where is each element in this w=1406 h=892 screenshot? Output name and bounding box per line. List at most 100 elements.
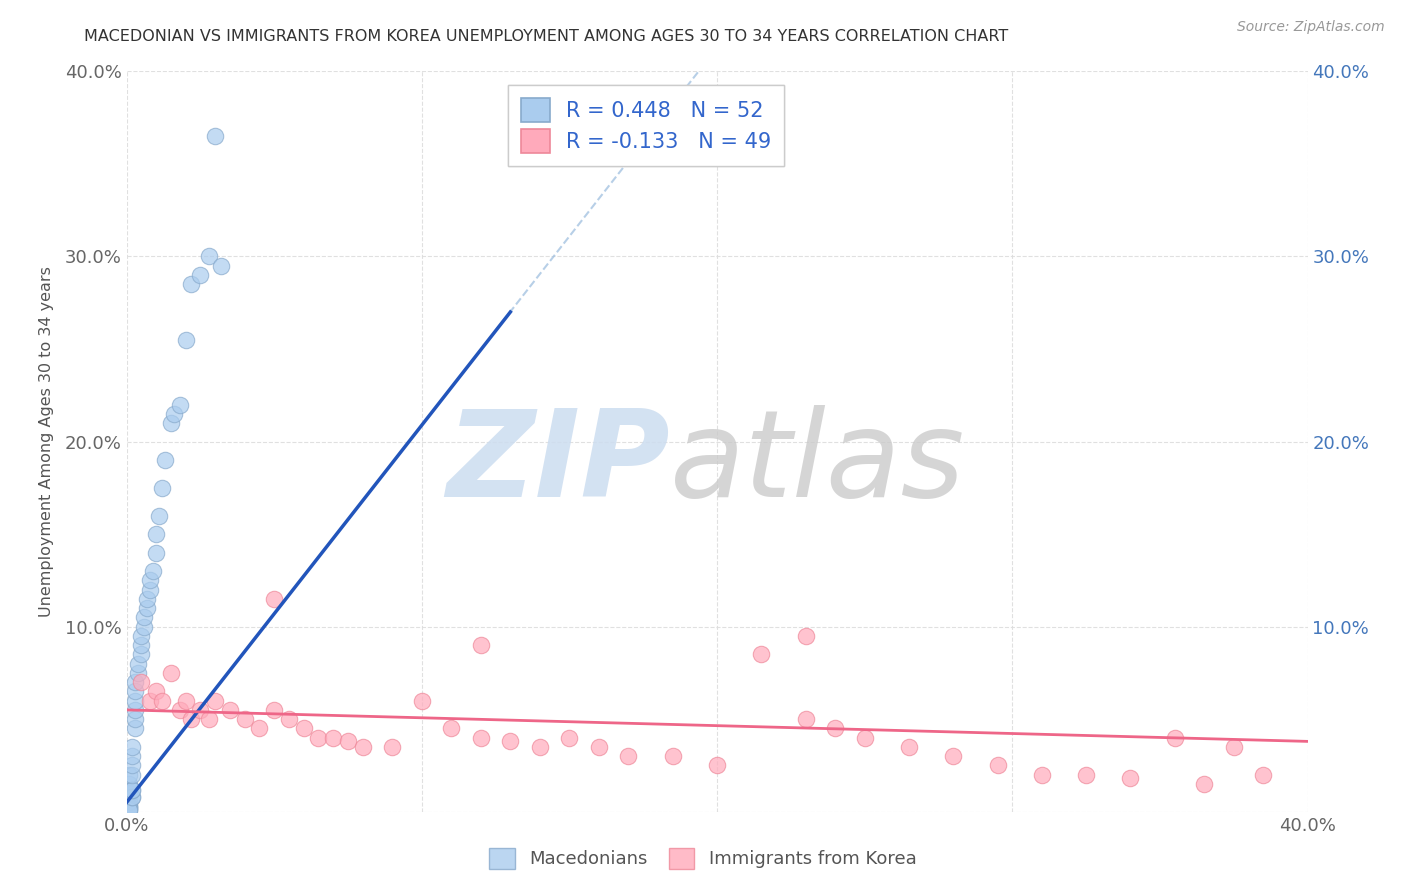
Text: MACEDONIAN VS IMMIGRANTS FROM KOREA UNEMPLOYMENT AMONG AGES 30 TO 34 YEARS CORRE: MACEDONIAN VS IMMIGRANTS FROM KOREA UNEM… — [84, 29, 1008, 44]
Point — [127, 665, 149, 680]
Point — [124, 703, 146, 717]
Point — [124, 712, 146, 726]
Point — [118, 803, 141, 817]
Point — [898, 739, 921, 754]
Y-axis label: Unemployment Among Ages 30 to 34 years: Unemployment Among Ages 30 to 34 years — [39, 266, 53, 617]
Point — [617, 749, 640, 764]
Point — [249, 722, 271, 736]
Point — [470, 731, 492, 745]
Point — [1076, 767, 1098, 781]
Point — [188, 268, 212, 282]
Point — [662, 749, 685, 764]
Point — [987, 758, 1010, 772]
Point — [124, 675, 146, 690]
Point — [942, 749, 965, 764]
Point — [233, 712, 256, 726]
Point — [145, 545, 167, 560]
Point — [308, 731, 330, 745]
Point — [558, 731, 581, 745]
Point — [352, 739, 374, 754]
Point — [499, 734, 522, 748]
Point — [150, 694, 173, 708]
Point — [121, 789, 143, 804]
Point — [145, 684, 167, 698]
Point — [118, 801, 141, 815]
Point — [263, 591, 285, 606]
Point — [588, 739, 610, 754]
Point — [139, 574, 162, 588]
Point — [174, 333, 197, 347]
Point — [1119, 772, 1142, 786]
Point — [470, 638, 492, 652]
Point — [121, 749, 143, 764]
Point — [278, 712, 301, 726]
Point — [198, 250, 221, 264]
Text: ZIP: ZIP — [446, 405, 669, 522]
Point — [1031, 767, 1053, 781]
Point — [751, 648, 773, 662]
Text: Source: ZipAtlas.com: Source: ZipAtlas.com — [1237, 20, 1385, 34]
Point — [129, 648, 153, 662]
Point — [204, 129, 226, 144]
Point — [440, 722, 463, 736]
Point — [160, 416, 183, 430]
Legend: Macedonians, Immigrants from Korea: Macedonians, Immigrants from Korea — [482, 840, 924, 876]
Point — [160, 665, 183, 680]
Point — [124, 694, 146, 708]
Point — [129, 629, 153, 643]
Point — [121, 758, 143, 772]
Point — [139, 694, 162, 708]
Point — [124, 722, 146, 736]
Point — [150, 481, 173, 495]
Point — [292, 722, 315, 736]
Point — [1164, 731, 1187, 745]
Point — [381, 739, 404, 754]
Point — [127, 657, 149, 671]
Point — [1223, 739, 1246, 754]
Point — [145, 527, 167, 541]
Point — [198, 712, 221, 726]
Legend: R = 0.448   N = 52, R = -0.133   N = 49: R = 0.448 N = 52, R = -0.133 N = 49 — [508, 86, 785, 166]
Point — [163, 407, 186, 421]
Point — [1253, 767, 1275, 781]
Point — [1192, 777, 1215, 791]
Point — [411, 694, 433, 708]
Point — [209, 259, 232, 273]
Point — [139, 582, 162, 597]
Point — [180, 277, 202, 292]
Point — [322, 731, 344, 745]
Point — [794, 629, 817, 643]
Point — [188, 703, 212, 717]
Point — [118, 796, 141, 810]
Point — [134, 610, 156, 624]
Point — [263, 703, 285, 717]
Point — [824, 722, 846, 736]
Point — [153, 453, 176, 467]
Point — [204, 694, 226, 708]
Point — [706, 758, 728, 772]
Point — [169, 703, 191, 717]
Point — [142, 564, 165, 578]
Point — [118, 799, 141, 814]
Point — [853, 731, 876, 745]
Point — [129, 638, 153, 652]
Text: atlas: atlas — [669, 405, 965, 522]
Point — [219, 703, 242, 717]
Point — [121, 789, 143, 804]
Point — [337, 734, 360, 748]
Point — [118, 786, 141, 800]
Point — [136, 591, 159, 606]
Point — [118, 796, 141, 810]
Point — [794, 712, 817, 726]
Point — [134, 619, 156, 633]
Point — [121, 739, 143, 754]
Point — [121, 767, 143, 781]
Point — [121, 782, 143, 797]
Point — [136, 601, 159, 615]
Point — [129, 675, 153, 690]
Point — [529, 739, 551, 754]
Point — [118, 786, 141, 800]
Point — [174, 694, 197, 708]
Point — [118, 777, 141, 791]
Point — [169, 398, 191, 412]
